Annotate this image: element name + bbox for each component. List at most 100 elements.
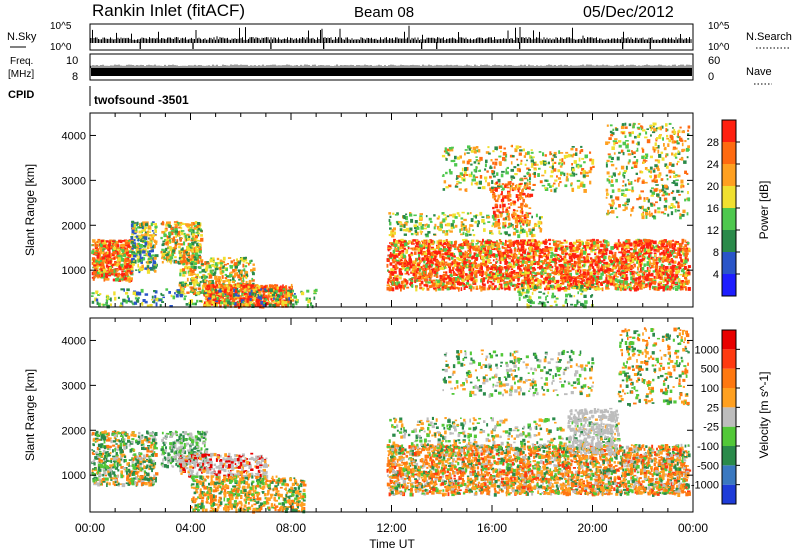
echo-cell [179,292,183,295]
echo-cell [684,273,688,277]
echo-cell [150,222,153,227]
echo-cell [516,245,519,248]
echo-cell [129,254,133,258]
echo-cell [268,303,272,307]
echo-cell [275,298,279,302]
echo-cell [462,242,467,244]
echo-cell [144,267,148,270]
echo-cell [480,272,484,276]
echo-cell [149,261,152,264]
echo-cell [152,234,154,238]
echo-cell [673,243,676,248]
echo-cell [141,256,144,261]
echo-cell [108,251,111,255]
echo-cell [461,278,465,282]
echo-cell [205,279,208,282]
echo-cell [508,251,511,254]
echo-cell [191,276,195,280]
echo-cell [633,248,637,253]
echo-cell [109,239,112,242]
echo-cell [179,255,182,259]
echo-cell [245,273,248,278]
echo-cell [553,271,556,275]
echo-cell [245,280,248,285]
echo-cell [195,246,197,250]
echo-cell [487,278,490,281]
echo-cell [211,295,215,299]
echo-cell [649,243,652,246]
echo-cell [112,251,117,255]
echo-cell [135,235,139,238]
echo-cell [146,261,150,264]
echo-cell [400,288,402,292]
echo-cell [605,251,608,256]
echo-cell [390,270,393,275]
echo-cell [237,261,241,265]
echo-cell [563,273,567,277]
echo-cell [128,278,131,283]
echo-cell [487,276,490,279]
echo-cell [635,277,639,280]
echo-cell [460,282,464,285]
echo-cell [233,262,238,266]
echo-cell [229,286,233,289]
echo-cell [230,302,234,306]
echo-cell [240,277,242,281]
echo-cell [168,235,171,238]
echo-cell [513,248,517,252]
echo-cell [212,272,216,276]
echo-cell [450,272,453,275]
nsky-tick-top: 10^5 [50,21,72,32]
echo-cell [186,277,189,282]
echo-cell [648,264,651,268]
echo-cell [552,240,556,245]
echo-cell [639,258,643,263]
echo-cell [637,266,639,271]
echo-cell [161,243,165,247]
echo-cell [225,284,228,288]
echo-cell [136,299,139,303]
echo-cell [102,247,106,250]
echo-cell [587,256,590,259]
echo-cell [190,254,193,258]
echo-cell [152,254,156,257]
echo-cell [528,246,532,250]
echo-cell [96,261,101,265]
echo-cell [510,279,513,283]
echo-cell [94,242,97,246]
echo-cell [178,257,182,260]
echo-cell [484,271,488,276]
echo-cell [607,256,610,260]
echo-cell [387,269,389,272]
echo-cell [248,300,251,305]
echo-cell [492,287,496,291]
echo-cell [474,278,478,283]
echo-cell [152,236,155,240]
echo-cell [556,256,559,261]
echo-cell [610,273,614,275]
echo-cell [254,293,257,297]
echo-cell [600,243,604,248]
echo-cell [504,242,507,247]
echo-cell [443,271,446,274]
echo-cell [153,263,157,266]
echo-cell [120,273,123,276]
echo-cell [230,285,233,288]
echo-cell [130,236,134,240]
echo-cell [183,232,186,235]
echo-cell [250,259,253,262]
echo-cell [439,247,442,252]
echo-cell [396,281,401,285]
echo-cell [94,297,98,302]
echo-cell [128,250,132,253]
echo-cell [568,285,572,288]
echo-cell [645,283,648,286]
echo-cell [595,239,599,242]
echo-cell [103,252,106,255]
echo-cell [180,248,184,251]
echo-cell [638,248,640,252]
echo-cell [113,246,117,250]
echo-cell [136,249,140,252]
echo-cell [113,269,116,274]
echo-cell [105,299,109,303]
